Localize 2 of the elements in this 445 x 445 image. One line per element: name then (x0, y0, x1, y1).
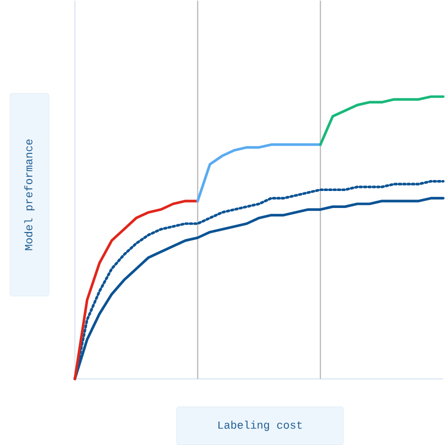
y-axis-title: Model preformance (24, 139, 35, 250)
x-axis-title: Labeling cost (218, 420, 302, 431)
